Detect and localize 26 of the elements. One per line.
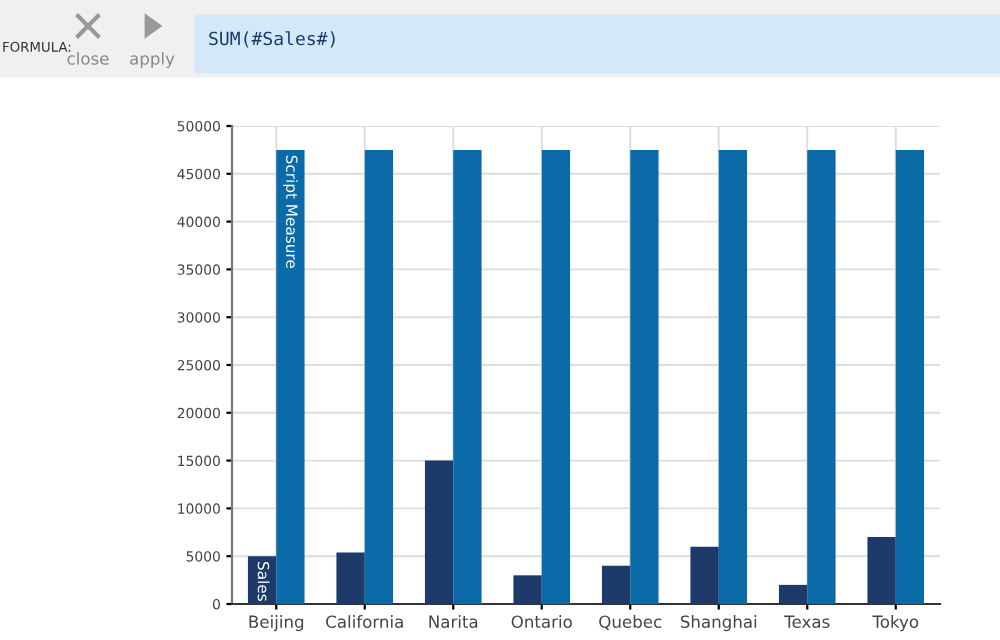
bar xyxy=(895,149,925,604)
bar xyxy=(630,149,659,604)
x-tick-label: Ontario xyxy=(511,615,572,629)
x-tick-label: California xyxy=(326,615,403,629)
x-tick-label: Narita xyxy=(429,615,478,629)
text: apply xyxy=(130,51,175,69)
x-tick-label: Quebec xyxy=(599,615,662,630)
bar xyxy=(336,552,365,604)
bar xyxy=(276,149,305,604)
bar xyxy=(364,149,394,604)
bar xyxy=(601,565,631,604)
bar xyxy=(690,546,719,604)
bar xyxy=(424,460,454,604)
bar xyxy=(541,149,571,604)
x-tick-label: Texas xyxy=(784,615,830,629)
bar xyxy=(513,575,542,604)
bar xyxy=(718,149,748,604)
x-tick-label: Shanghai xyxy=(680,615,757,632)
text: SUM(#Sales#) xyxy=(209,31,335,48)
bar xyxy=(867,537,896,604)
x-tick-label: Tokyo xyxy=(872,615,919,632)
bar xyxy=(807,149,836,604)
x-tick-label: Beijing xyxy=(249,615,304,632)
bar xyxy=(453,149,482,604)
text: close xyxy=(67,51,109,65)
bar xyxy=(778,584,808,604)
